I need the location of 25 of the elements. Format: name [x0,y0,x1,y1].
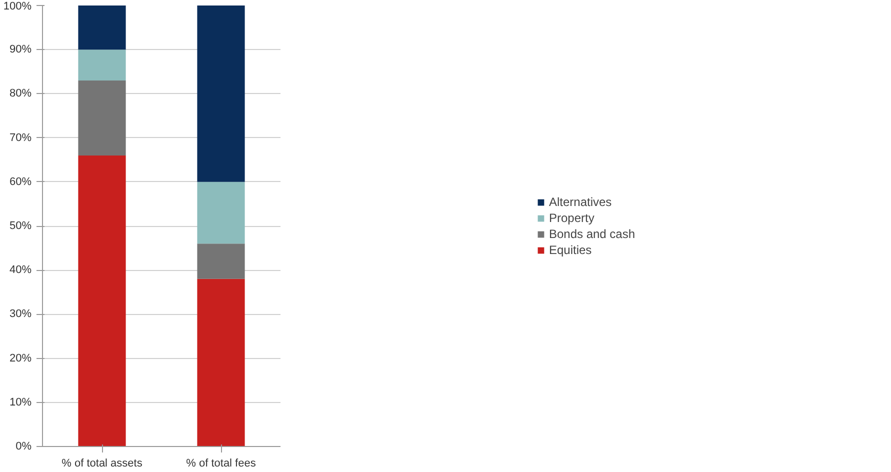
x-tick-label: % of total assets [62,458,143,470]
bar [78,50,126,80]
y-tick-label: 70% [9,132,32,144]
bar [78,6,126,50]
bar [197,6,245,182]
y-tick-label: 0% [16,440,32,452]
y-tick-label: 50% [9,220,32,232]
y-tick-label: 20% [9,352,32,364]
x-tick-label: % of total fees [186,458,256,470]
bar [197,244,245,279]
bar [78,155,126,446]
y-tick-label: 90% [9,44,32,56]
y-tick-label: 30% [9,308,32,320]
legend-label: Bonds and cash [548,226,636,240]
legend-label: Equities [548,242,592,256]
y-tick-label: 80% [9,88,32,100]
y-tick-label: 10% [9,396,32,408]
y-tick-label: 100% [3,0,32,12]
bar [197,278,245,446]
legend-label: Property [548,210,594,224]
legend-label: Alternatives [548,194,612,208]
y-tick-label: 60% [9,176,32,188]
bar [197,182,245,244]
bar [78,80,126,156]
y-tick-label: 40% [9,264,32,276]
